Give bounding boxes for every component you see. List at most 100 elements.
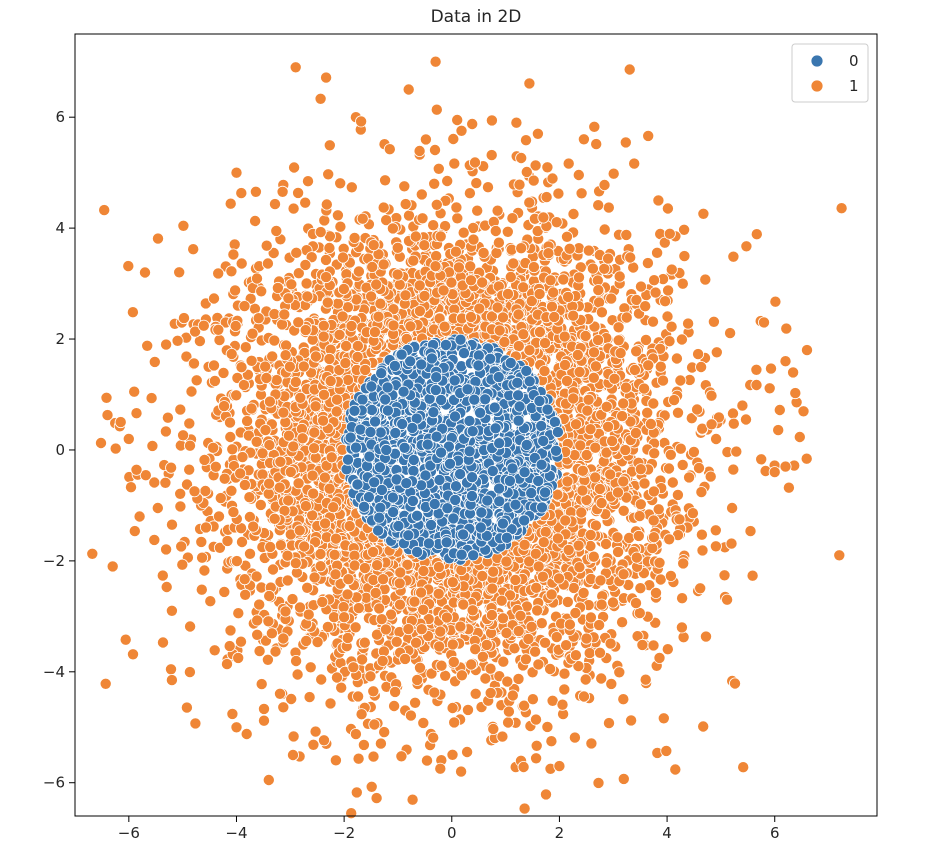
series-1-point bbox=[583, 647, 596, 660]
series-1-point bbox=[664, 448, 677, 461]
series-1-point bbox=[605, 677, 618, 690]
series-1-point bbox=[151, 232, 164, 245]
series-1-point bbox=[652, 194, 665, 207]
series-1-point bbox=[331, 209, 344, 222]
series-1-point bbox=[787, 366, 800, 379]
series-1-point bbox=[369, 586, 382, 599]
series-1-point bbox=[336, 310, 349, 323]
series-1-point bbox=[496, 311, 509, 324]
series-1-point bbox=[151, 501, 164, 514]
series-1-point bbox=[653, 556, 666, 569]
series-1-point bbox=[464, 274, 477, 287]
series-1-point bbox=[98, 204, 111, 217]
series-1-point bbox=[620, 311, 633, 324]
series-1-point bbox=[668, 394, 681, 407]
series-1-point bbox=[592, 776, 605, 789]
series-1-point bbox=[455, 669, 468, 682]
series-1-point bbox=[573, 365, 586, 378]
series-1-point bbox=[334, 220, 347, 233]
series-1-point bbox=[164, 663, 177, 676]
series-1-point bbox=[299, 196, 312, 209]
series-1-point bbox=[128, 525, 141, 538]
series-1-point bbox=[368, 326, 381, 339]
series-1-point bbox=[512, 308, 525, 321]
series-1-point bbox=[320, 198, 333, 211]
series-1-point bbox=[512, 625, 525, 638]
series-1-point bbox=[234, 467, 247, 480]
series-1-point bbox=[268, 334, 281, 347]
series-1-point bbox=[729, 677, 742, 690]
series-1-point bbox=[705, 418, 718, 431]
series-1-point bbox=[700, 630, 713, 643]
series-1-point bbox=[174, 487, 187, 500]
series-1-point bbox=[160, 581, 173, 594]
series-1-point bbox=[374, 737, 387, 750]
series-1-point bbox=[620, 228, 633, 241]
series-1-point bbox=[239, 341, 252, 354]
series-1-point bbox=[540, 788, 553, 801]
series-1-point bbox=[517, 761, 530, 774]
series-1-point bbox=[502, 716, 515, 729]
series-1-point bbox=[449, 245, 462, 258]
series-1-point bbox=[673, 513, 686, 526]
series-1-point bbox=[663, 462, 676, 475]
series-1-point bbox=[292, 477, 305, 490]
series-1-point bbox=[257, 714, 270, 727]
series-1-point bbox=[241, 415, 254, 428]
series-1-point bbox=[692, 348, 705, 361]
series-1-point bbox=[447, 655, 460, 668]
series-1-point bbox=[527, 174, 540, 187]
series-1-point bbox=[623, 532, 636, 545]
series-1-point bbox=[448, 716, 461, 729]
series-1-point bbox=[288, 161, 301, 174]
series-1-point bbox=[349, 728, 362, 741]
series-1-point bbox=[299, 324, 312, 337]
series-1-point bbox=[660, 744, 673, 757]
series-1-point bbox=[127, 648, 140, 661]
series-1-point bbox=[389, 685, 402, 698]
series-1-point bbox=[133, 510, 146, 523]
series-1-point bbox=[575, 187, 588, 200]
series-1-point bbox=[440, 611, 453, 624]
series-1-point bbox=[415, 188, 428, 201]
series-1-point bbox=[294, 391, 307, 404]
series-1-point bbox=[391, 268, 404, 281]
series-1-point bbox=[249, 214, 262, 227]
series-1-point bbox=[663, 227, 676, 240]
series-1-point bbox=[476, 650, 489, 663]
series-1-point bbox=[434, 762, 447, 775]
series-1-point bbox=[607, 167, 620, 180]
series-1-point bbox=[235, 536, 248, 549]
series-1-point bbox=[659, 295, 672, 308]
series-1-point bbox=[634, 498, 647, 511]
series-1-point bbox=[357, 738, 370, 751]
series-1-point bbox=[388, 700, 401, 713]
series-1-point bbox=[298, 540, 311, 553]
series-1-point bbox=[653, 651, 666, 664]
series-1-point bbox=[196, 551, 209, 564]
series-1-point bbox=[225, 347, 238, 360]
series-1-point bbox=[577, 133, 590, 146]
series-1-point bbox=[725, 537, 738, 550]
series-1-point bbox=[393, 577, 406, 590]
series-1-point bbox=[302, 608, 315, 621]
series-1-point bbox=[563, 618, 576, 631]
series-1-point bbox=[512, 672, 525, 685]
series-1-point bbox=[130, 463, 143, 476]
series-1-point bbox=[274, 455, 287, 468]
series-1-point bbox=[293, 524, 306, 537]
series-1-point bbox=[314, 560, 327, 573]
series-1-point bbox=[496, 612, 509, 625]
series-1-point bbox=[366, 260, 379, 273]
series-1-point bbox=[563, 242, 576, 255]
series-1-point bbox=[321, 296, 334, 309]
series-1-point bbox=[588, 120, 601, 133]
series-1-point bbox=[314, 548, 327, 561]
series-1-point bbox=[207, 359, 220, 372]
series-1-point bbox=[665, 263, 678, 276]
series-1-point bbox=[694, 582, 707, 595]
series-1-point bbox=[287, 440, 300, 453]
series-1-point bbox=[336, 251, 349, 264]
series-1-point bbox=[314, 226, 327, 239]
series-1-point bbox=[218, 472, 231, 485]
